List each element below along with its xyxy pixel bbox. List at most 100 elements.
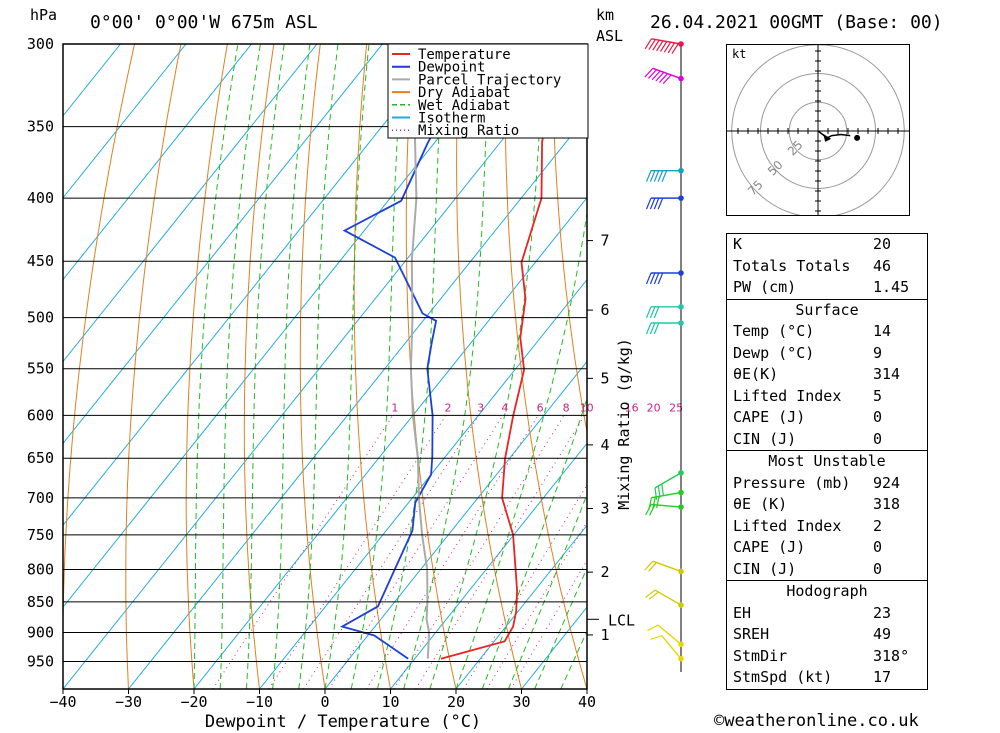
pressure-tick-label: 950 bbox=[27, 653, 54, 671]
index-label: CAPE (J) bbox=[733, 408, 806, 426]
wind-barb-feather bbox=[653, 272, 660, 285]
surface-row: Dewp (°C) 9 bbox=[727, 343, 927, 365]
asl-axis-label: ASL bbox=[596, 27, 624, 45]
index-label: CIN (J) bbox=[733, 429, 797, 448]
surface-row: Temp (°C) 14 bbox=[727, 321, 927, 343]
dry-adiabat-line bbox=[63, 44, 135, 689]
wind-barb-shaft bbox=[651, 491, 682, 499]
temperature-tick-label: 20 bbox=[447, 693, 465, 711]
wind-barb-feather bbox=[653, 322, 660, 335]
wind-barb-feather bbox=[661, 170, 668, 182]
wind-barb-feather bbox=[655, 71, 665, 82]
dry-adiabat-line bbox=[185, 44, 228, 689]
mixing-ratio-label: 25 bbox=[669, 401, 683, 414]
pressure-tick-label: 800 bbox=[27, 560, 54, 578]
hodograph-unit: kt bbox=[732, 47, 746, 61]
wind-barb-feather bbox=[651, 70, 661, 81]
index-value: 0 bbox=[873, 538, 883, 556]
lcl-label: LCL bbox=[608, 611, 635, 629]
pressure-tick-label: 600 bbox=[27, 406, 54, 424]
isotherm-line bbox=[63, 44, 318, 363]
mixing-ratio-label: 1 bbox=[391, 401, 398, 414]
hodograph-row: SREH 49 bbox=[727, 624, 927, 646]
wind-barb bbox=[645, 589, 684, 608]
wind-barb-feather bbox=[663, 41, 672, 53]
wind-barb-dot bbox=[678, 568, 684, 575]
hodograph-title: Hodograph bbox=[786, 582, 868, 600]
km-tick-label: 6 bbox=[600, 301, 609, 319]
most-unstable-row: CIN (J) 0 bbox=[727, 559, 927, 581]
location-title: 0°00' 0°00'W 675m ASL bbox=[90, 12, 318, 33]
pressure-tick-label: 750 bbox=[27, 526, 54, 544]
wind-barb-feather bbox=[657, 272, 664, 285]
index-value: 2 bbox=[873, 516, 883, 535]
hodograph-ring-label: 75 bbox=[745, 178, 766, 199]
index-value: 46 bbox=[873, 256, 892, 275]
legend-label: Wet Adiabat bbox=[418, 98, 511, 114]
index-value: 20 bbox=[873, 235, 892, 253]
wind-barb-feather bbox=[648, 69, 657, 79]
mixing-ratio-line bbox=[328, 415, 504, 689]
wind-barb-dot bbox=[678, 602, 684, 608]
mixing-ratio-line bbox=[415, 415, 586, 689]
temperature-tick-label: −30 bbox=[115, 693, 142, 711]
wind-barb-shaft bbox=[661, 635, 682, 660]
hodograph-arrowhead bbox=[823, 133, 832, 142]
index-value: 17 bbox=[873, 668, 892, 686]
isotherm-line bbox=[63, 44, 121, 117]
hodograph-row: StmSpd (kt) 17 bbox=[727, 667, 927, 689]
isotherm-line bbox=[63, 44, 187, 199]
dry-adiabat-line bbox=[405, 44, 457, 689]
wind-barb-feather bbox=[647, 624, 659, 632]
legend-label: Isotherm bbox=[418, 111, 485, 127]
hpa-axis-label: hPa bbox=[30, 6, 58, 24]
km-tick-label: 5 bbox=[600, 369, 609, 387]
wind-barb-feather bbox=[659, 73, 668, 83]
index-label: Pressure (mb) bbox=[733, 473, 851, 492]
index-label: StmSpd (kt) bbox=[733, 668, 833, 686]
dry-adiabat-line bbox=[243, 44, 275, 689]
index-label: K bbox=[733, 235, 743, 253]
temperature-tick-label: 30 bbox=[512, 693, 530, 711]
wind-barb bbox=[645, 304, 684, 319]
copyright-footer[interactable]: ©weatheronline.co.uk bbox=[714, 711, 919, 731]
wind-barb-feather bbox=[649, 306, 656, 319]
isotherm-line bbox=[324, 360, 587, 689]
wind-barb-feather bbox=[649, 170, 656, 182]
wind-barb-feather bbox=[656, 40, 664, 52]
mixing-ratio-label: 10 bbox=[580, 401, 594, 414]
km-tick-label: 3 bbox=[600, 500, 609, 518]
wind-barb-feather bbox=[653, 197, 660, 210]
mixing-ratio-label: 6 bbox=[537, 401, 544, 414]
hodograph-indices-box: Hodograph EH 23 SREH 49 StmDir 318° StmSpd (kt)… bbox=[726, 580, 928, 690]
pressure-tick-label: 700 bbox=[27, 489, 54, 507]
most-unstable-title: Most Unstable bbox=[768, 452, 886, 470]
wind-barb-feather bbox=[644, 67, 654, 78]
wind-barb-feather bbox=[656, 496, 660, 509]
wind-barb-feather bbox=[671, 43, 679, 54]
wind-barb-feather bbox=[645, 589, 656, 598]
temperature-profile bbox=[440, 44, 561, 660]
isotherm-line bbox=[193, 196, 587, 689]
indices-table: K 20 Totals Totals 46 PW (cm) 1.45 Surface Tem… bbox=[726, 233, 928, 690]
wind-barb bbox=[645, 195, 684, 210]
wind-barb-dot bbox=[678, 270, 684, 276]
wind-barb bbox=[644, 67, 684, 85]
temperature-tick-label: 10 bbox=[381, 693, 399, 711]
wind-barb-feather bbox=[653, 170, 660, 182]
wind-barb-feather bbox=[652, 39, 660, 51]
x-axis-title: Dewpoint / Temperature (°C) bbox=[205, 712, 481, 732]
wind-barb-dot bbox=[678, 320, 684, 326]
wind-barb-shaft bbox=[654, 589, 682, 606]
km-tick-label: 2 bbox=[600, 563, 609, 581]
legend-label: Parcel Trajectory bbox=[418, 72, 561, 88]
km-tick-label: 1 bbox=[600, 626, 609, 644]
surface-row: θE(K) 314 bbox=[727, 364, 927, 386]
wet-adiabat-line bbox=[455, 209, 587, 689]
wind-barb-feather bbox=[645, 272, 652, 285]
legend-label: Temperature bbox=[418, 47, 511, 63]
wind-barb-shaft bbox=[652, 560, 682, 573]
index-label: Lifted Index bbox=[733, 386, 842, 405]
hodograph-row: EH 23 bbox=[727, 603, 927, 625]
mixing-ratio-axis-title: Mixing Ratio (g/kg) bbox=[615, 338, 633, 510]
